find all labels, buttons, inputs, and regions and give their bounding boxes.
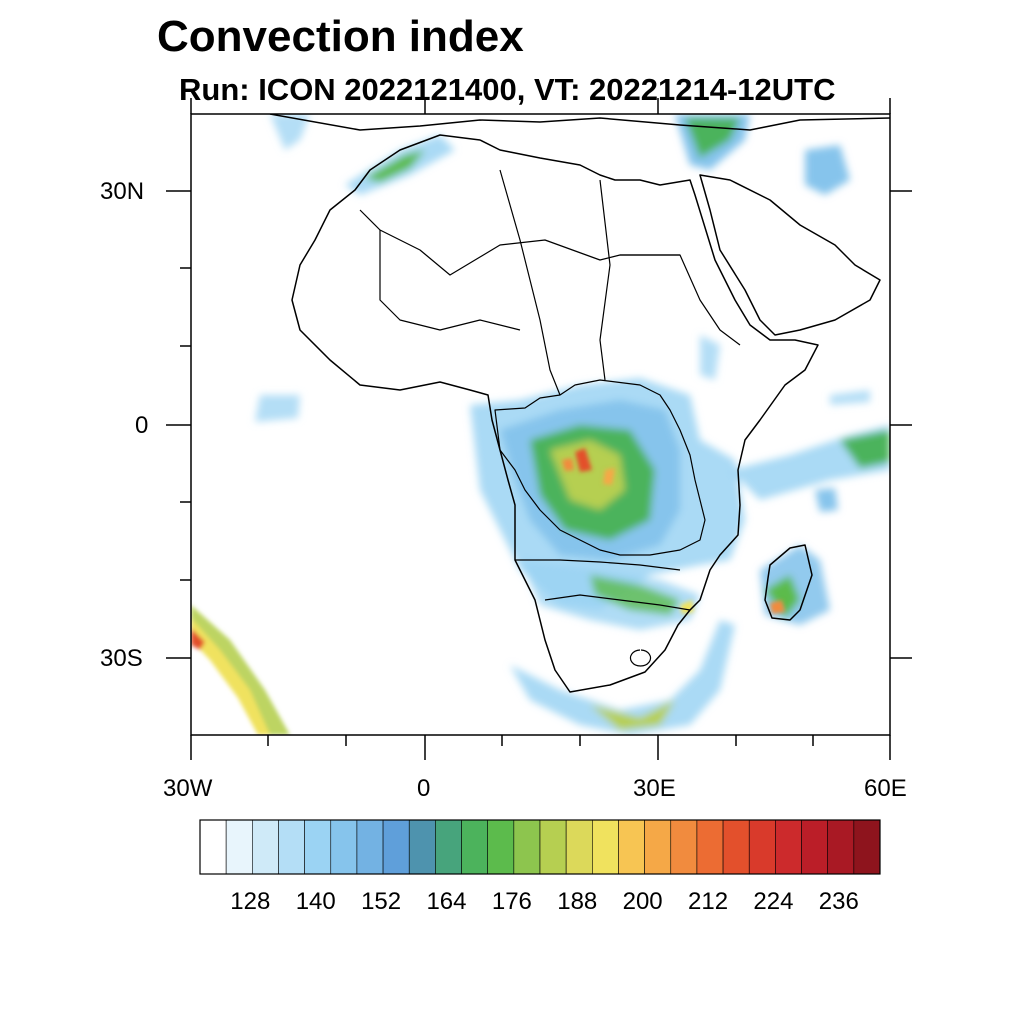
colorbar-box [304,819,332,875]
colorbar-tick-label: 128 [230,888,271,915]
colorbar-box [408,819,436,875]
colorbar-box [199,819,227,875]
colorbar-box [225,819,253,875]
colorbar-box [853,819,881,875]
coastlines [269,114,890,693]
colorbar-tick-label: 188 [557,888,598,915]
colorbar-box [618,819,645,875]
colorbar-box [748,819,776,875]
colorbar-tick-label: 224 [753,888,794,915]
colorbar-box [801,819,828,875]
europe-coastline [269,114,890,131]
lat-label-30s: 30S [100,645,143,672]
colorbar-frame [199,819,881,875]
colorbar-tick-label: 236 [818,888,859,915]
arabian-coastline [699,174,881,336]
colorbar-box [252,819,279,875]
convection-area-se-ocean [510,620,735,735]
colorbar-box [539,819,567,875]
colorbar-box [696,819,724,875]
colorbar-box [565,819,593,875]
colorbar-box [461,819,488,875]
colorbar-tick-label: 176 [491,888,532,915]
africa-coastline [291,134,819,693]
colorbar-box [670,819,698,875]
chart-subtitle: Run: ICON 2022121400, VT: 20221214-12UTC [179,72,836,107]
colorbar-tick-label: 212 [688,888,729,915]
colorbar-box [644,819,672,875]
colorbar-box [356,819,384,875]
madagascar-coastline [764,544,813,621]
lat-label-30n: 30N [100,178,145,205]
lon-label-0: 0 [417,775,431,802]
colorbar-box [435,819,462,875]
colorbar-box [513,819,541,875]
axis-ticks [166,98,912,760]
colorbar-tick-label: 140 [295,888,336,915]
colorbar-tick-label: 164 [426,888,467,915]
colorbar-box [775,819,802,875]
lon-label-60e: 60E [864,775,907,802]
convection-field [191,114,890,735]
colorbar-box [330,819,358,875]
colorbar-box [592,819,619,875]
convection-band-south-atlantic [191,605,290,735]
colorbar-box [722,819,750,875]
colorbar-box [827,819,855,875]
lat-label-0: 0 [135,412,149,439]
colorbar-tick-label: 152 [361,888,402,915]
colorbar-box [278,819,305,875]
lon-label-30w: 30W [163,775,213,802]
colorbar-box [487,819,515,875]
colorbar-box [382,819,410,875]
colorbar-tick-label: 200 [622,888,663,915]
lon-label-30e: 30E [633,775,676,802]
colorbar [199,819,881,875]
chart-title: Convection index [157,12,524,61]
